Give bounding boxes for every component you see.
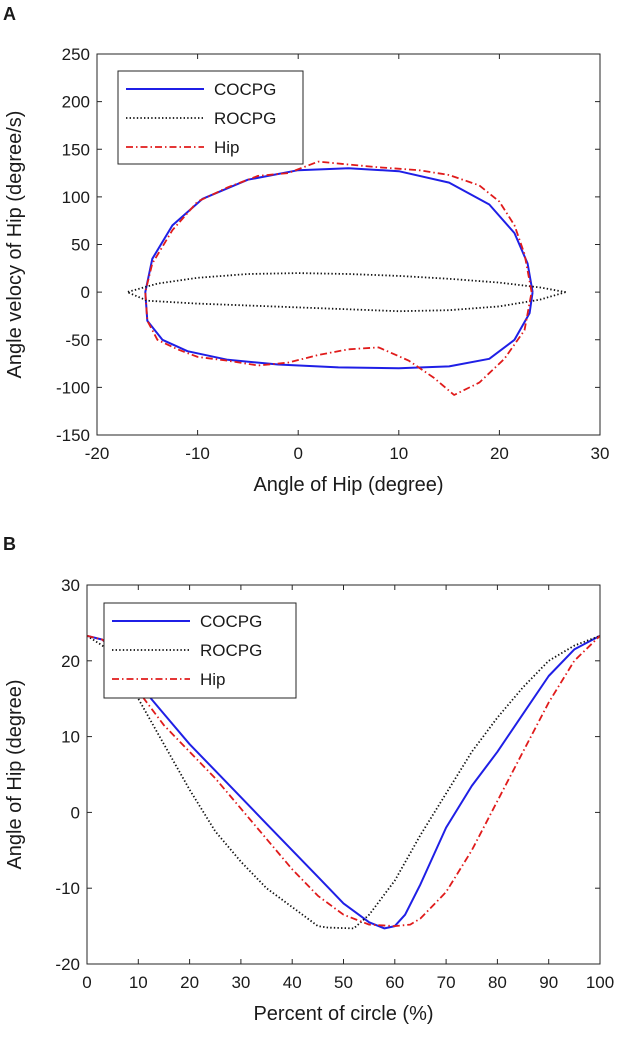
panel-a-label: A [3, 4, 16, 24]
x-tick-label: 20 [180, 973, 199, 992]
x-tick-label: 20 [490, 444, 509, 463]
series-line-rocpg [126, 272, 567, 313]
y-tick-label: -100 [56, 378, 90, 397]
chart-b: 0 10 20 30 40 50 60 70 80 90 100-20-100102030Perce… [4, 576, 614, 1025]
y-tick-label: 200 [62, 93, 90, 112]
x-tick-label: 80 [488, 973, 507, 992]
x-tick-label: 40 [283, 973, 302, 992]
legend-label-hip: Hip [214, 138, 240, 157]
y-axis-label: Angle velocy of Hip (degree/s) [4, 111, 26, 379]
y-tick-label: -20 [55, 955, 80, 974]
series-line-hip [144, 160, 533, 396]
x-tick-label: -10 [185, 444, 210, 463]
x-tick-label: 10 [129, 973, 148, 992]
y-tick-label: -10 [55, 879, 80, 898]
y-tick-label: 50 [71, 236, 90, 255]
x-tick-label: 60 [385, 973, 404, 992]
series-group [126, 160, 567, 396]
legend-label-rocpg: ROCPG [214, 109, 276, 128]
x-tick-label: 70 [437, 973, 456, 992]
legend-box [103, 602, 297, 699]
y-tick-label: 0 [81, 283, 90, 302]
series-line-rocpg [87, 634, 600, 930]
x-tick-label: 30 [231, 973, 250, 992]
x-tick-label: 10 [389, 444, 408, 463]
x-tick-label: 90 [539, 973, 558, 992]
y-tick-label: 0 [71, 803, 80, 822]
chart-a: -20 -10 0 10 20 30-150-100-50050100150200250A… [4, 45, 609, 496]
legend: COCPG ROCPG Hip [117, 70, 304, 165]
x-tick-label: 100 [586, 973, 614, 992]
panel-b-label: B [3, 534, 16, 554]
legend-label-cocpg: COCPG [214, 80, 276, 99]
legend-label-rocpg: ROCPG [200, 641, 262, 660]
y-tick-label: 30 [61, 576, 80, 595]
x-axis-label: Percent of circle (%) [253, 1003, 433, 1025]
x-axis-label: Angle of Hip (degree) [253, 474, 443, 496]
y-tick-label: 150 [62, 140, 90, 159]
x-tick-label: 50 [334, 973, 353, 992]
y-tick-label: 10 [61, 728, 80, 747]
x-tick-label: 0 [82, 973, 91, 992]
legend-label-cocpg: COCPG [200, 612, 262, 631]
legend: COCPG ROCPG Hip [103, 602, 297, 699]
y-tick-label: -50 [65, 331, 90, 350]
x-tick-label: 30 [591, 444, 610, 463]
y-tick-label: 20 [61, 652, 80, 671]
y-axis-label: Angle of Hip (degree) [4, 679, 26, 869]
y-tick-label: -150 [56, 426, 90, 445]
y-tick-label: 250 [62, 45, 90, 64]
legend-label-hip: Hip [200, 670, 226, 689]
y-tick-label: 100 [62, 188, 90, 207]
x-tick-label: -20 [85, 444, 110, 463]
x-tick-label: 0 [293, 444, 302, 463]
series-line-cocpg [144, 167, 534, 370]
